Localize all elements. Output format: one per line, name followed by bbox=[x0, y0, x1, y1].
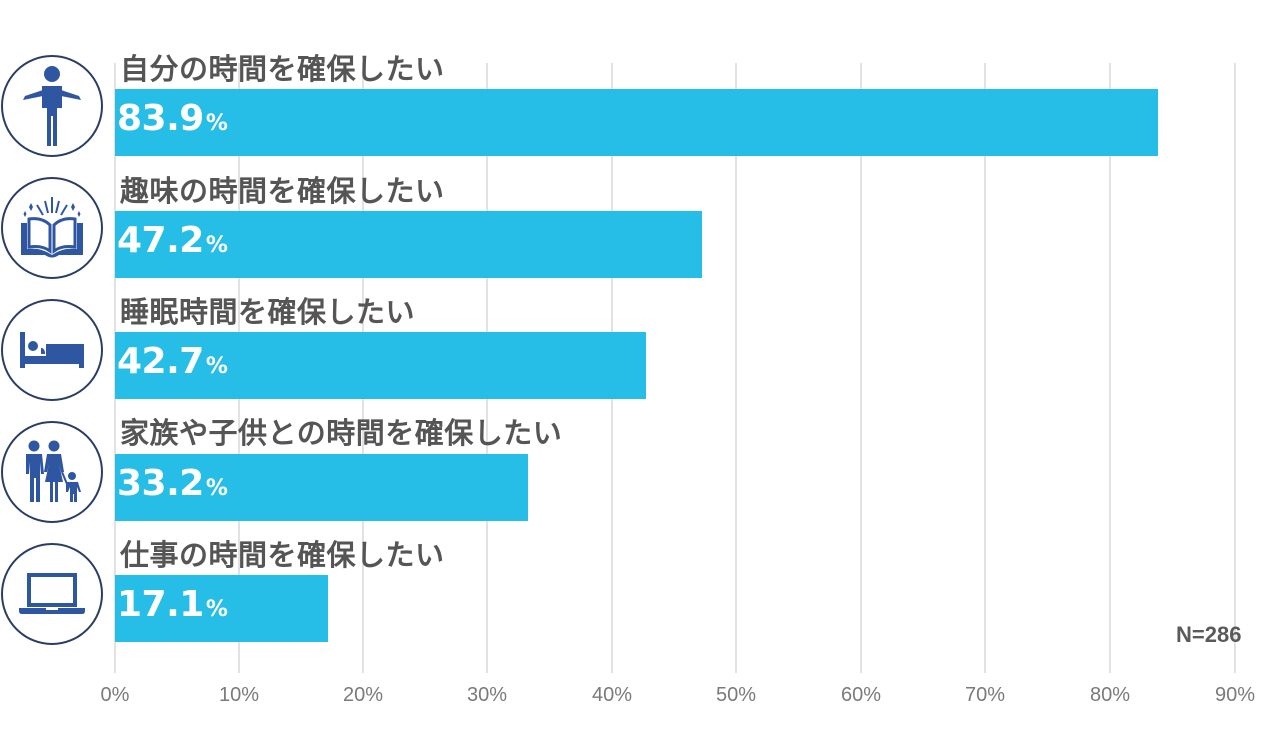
value-percent: % bbox=[205, 233, 228, 258]
gridline-90 bbox=[1234, 63, 1236, 673]
value-percent: % bbox=[205, 354, 228, 379]
value-percent: % bbox=[205, 476, 228, 501]
x-tick-label: 80% bbox=[1089, 684, 1131, 706]
category-label: 仕事の時間を確保したい bbox=[120, 538, 445, 572]
value-label: 42.7% bbox=[117, 341, 228, 382]
bar bbox=[115, 575, 328, 642]
value-label: 33.2% bbox=[117, 463, 228, 504]
x-tick-label: 20% bbox=[342, 684, 384, 706]
open-book-icon bbox=[1, 177, 103, 279]
category-label: 自分の時間を確保したい bbox=[120, 52, 445, 86]
person-shrug-icon bbox=[1, 55, 103, 157]
category-label: 家族や子供との時間を確保したい bbox=[120, 416, 563, 450]
x-tick-label: 30% bbox=[466, 684, 508, 706]
value-number: 42.7 bbox=[117, 341, 204, 382]
x-tick-label: 10% bbox=[218, 684, 260, 706]
sample-size-annotation: N=286 bbox=[1176, 622, 1242, 647]
value-number: 47.2 bbox=[117, 220, 204, 261]
category-label: 睡眠時間を確保したい bbox=[120, 295, 416, 329]
category-label: 趣味の時間を確保したい bbox=[120, 174, 445, 208]
family-icon bbox=[1, 421, 103, 523]
gridline-70 bbox=[984, 63, 986, 673]
bar bbox=[115, 454, 528, 521]
bed-icon bbox=[1, 299, 103, 401]
value-percent: % bbox=[205, 111, 228, 136]
value-number: 17.1 bbox=[117, 584, 204, 625]
x-tick-label: 40% bbox=[591, 684, 633, 706]
x-tick-label: 70% bbox=[964, 684, 1006, 706]
value-label: 17.1% bbox=[117, 584, 228, 625]
value-label: 83.9% bbox=[117, 98, 228, 139]
bar bbox=[115, 332, 646, 399]
value-number: 33.2 bbox=[117, 463, 204, 504]
bar bbox=[115, 211, 702, 278]
gridline-80 bbox=[1109, 63, 1111, 673]
gridline-50 bbox=[735, 63, 737, 673]
value-percent: % bbox=[205, 597, 228, 622]
x-tick-label: 50% bbox=[715, 684, 757, 706]
x-tick-label: 0% bbox=[100, 684, 130, 706]
value-number: 83.9 bbox=[117, 98, 204, 139]
laptop-icon bbox=[1, 543, 103, 645]
gridline-60 bbox=[860, 63, 862, 673]
bar bbox=[115, 89, 1158, 156]
x-tick-label: 90% bbox=[1214, 684, 1256, 706]
value-label: 47.2% bbox=[117, 220, 228, 261]
x-tick-label: 60% bbox=[840, 684, 882, 706]
